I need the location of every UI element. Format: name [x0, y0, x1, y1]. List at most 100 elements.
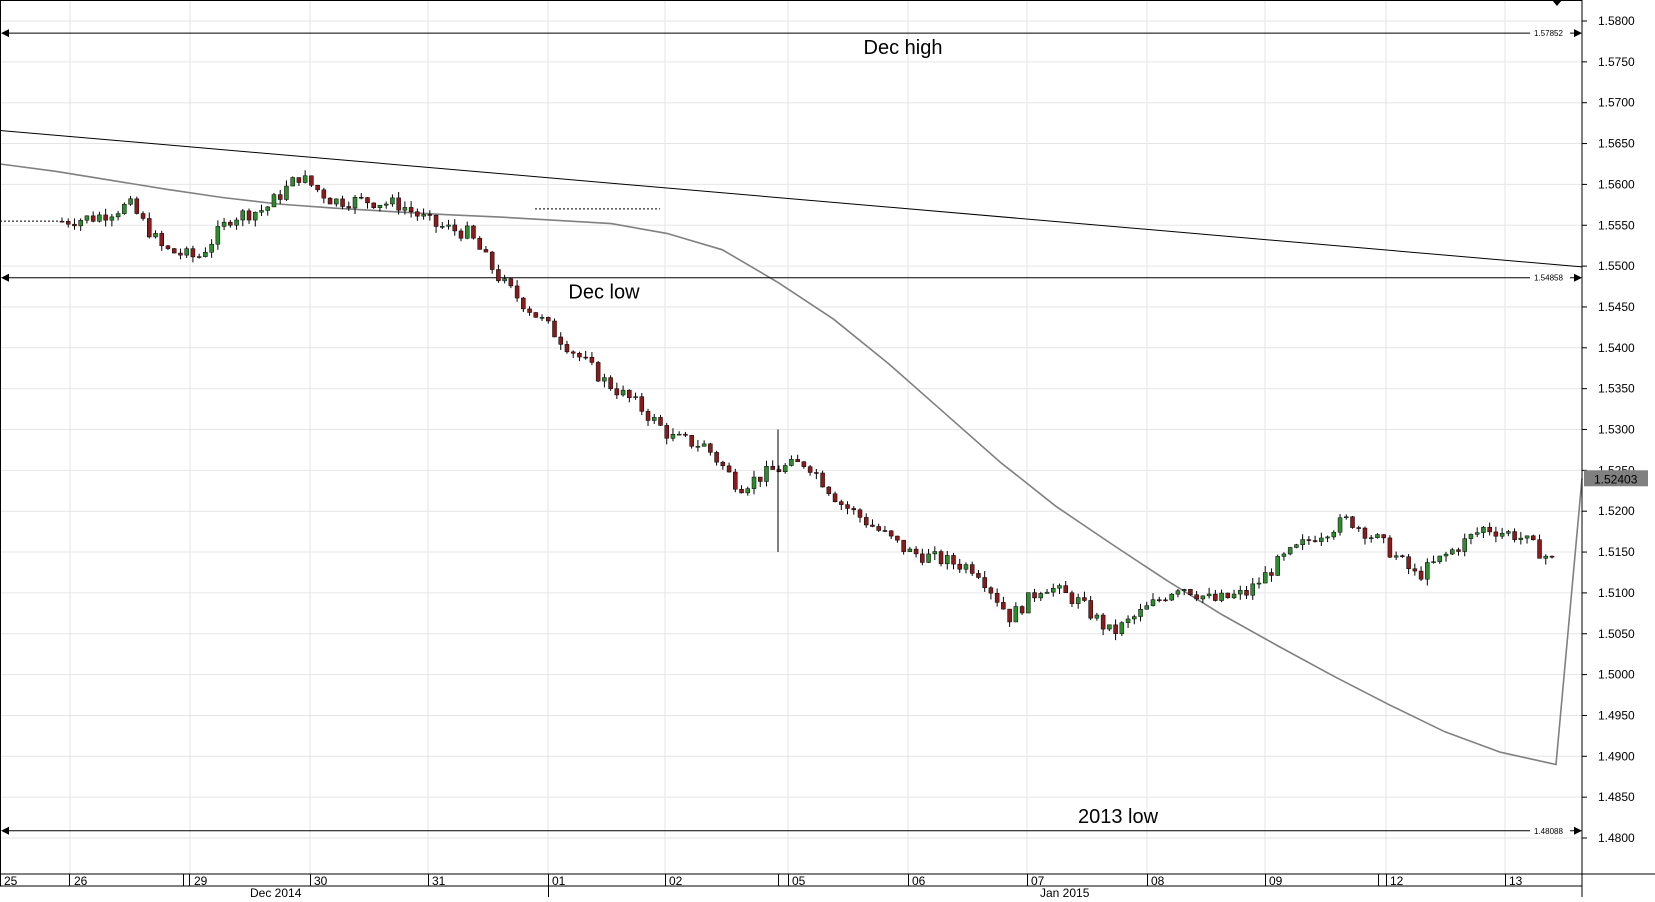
candle	[764, 460, 769, 487]
candle	[1487, 522, 1492, 536]
y-tick-label: 1.5800	[1598, 14, 1635, 28]
candle	[1344, 514, 1349, 520]
candle	[1144, 601, 1150, 610]
candle	[1206, 587, 1212, 599]
candle	[140, 211, 146, 221]
candle	[1325, 535, 1330, 543]
candle	[502, 274, 507, 284]
x-month-label: Dec 2014	[250, 886, 302, 897]
candle	[1499, 527, 1505, 539]
candle	[203, 247, 208, 258]
candle	[1057, 583, 1062, 595]
candle	[888, 530, 894, 540]
candle	[1387, 535, 1393, 558]
x-day-label: 09	[1269, 874, 1283, 888]
candle	[695, 439, 701, 452]
candle	[1294, 543, 1299, 549]
candle	[645, 408, 651, 426]
y-tick-label: 1.5450	[1598, 300, 1635, 314]
candle	[1506, 529, 1511, 537]
candle	[733, 468, 738, 493]
candle	[882, 525, 888, 533]
y-tick-label: 1.5550	[1598, 218, 1635, 232]
candle	[290, 176, 295, 187]
candle	[1175, 588, 1181, 598]
candle	[1337, 514, 1343, 536]
candle	[514, 280, 520, 302]
candle	[1474, 527, 1480, 538]
candle	[1001, 596, 1006, 610]
candle	[1493, 526, 1499, 543]
candle	[302, 170, 308, 184]
candle	[1518, 531, 1524, 545]
candle	[1543, 554, 1549, 565]
candle	[128, 195, 133, 206]
candle	[1456, 547, 1461, 556]
level-name-label: Dec high	[864, 37, 943, 59]
candle	[945, 550, 950, 570]
level-name-label: Dec low	[568, 282, 640, 304]
candle	[508, 277, 514, 289]
candle	[589, 352, 595, 366]
candle	[789, 455, 794, 467]
candle	[1400, 554, 1405, 558]
candle	[920, 548, 925, 566]
candle	[1032, 588, 1037, 602]
candle	[982, 571, 987, 592]
y-tick-label: 1.4900	[1598, 749, 1635, 763]
candle	[1431, 555, 1436, 564]
candle	[1312, 535, 1318, 543]
candle	[988, 586, 994, 600]
candle	[421, 208, 426, 220]
candle	[78, 218, 83, 231]
candle	[1169, 593, 1174, 602]
candle	[1381, 534, 1386, 544]
candle	[271, 192, 277, 208]
arrow-right-icon	[1574, 273, 1582, 282]
candle	[639, 393, 645, 416]
candle	[1437, 555, 1443, 564]
y-tick-label: 1.5200	[1598, 504, 1635, 518]
arrow-left-icon	[1, 826, 9, 835]
candle	[845, 501, 850, 515]
candle	[1163, 597, 1168, 602]
candle	[926, 548, 931, 564]
candle	[1331, 530, 1337, 540]
candle	[178, 248, 183, 260]
candle	[969, 561, 975, 576]
candle	[1225, 592, 1231, 599]
candle	[408, 201, 414, 218]
candle	[1094, 612, 1100, 621]
candle	[901, 539, 906, 555]
candle	[234, 217, 239, 230]
candle	[951, 552, 956, 570]
candle	[240, 209, 246, 227]
y-tick-label: 1.5050	[1598, 627, 1635, 641]
candle	[1013, 602, 1019, 623]
candle	[1069, 590, 1075, 607]
candle	[1244, 586, 1249, 599]
x-day-label: 26	[74, 874, 88, 888]
current-price-tag	[1584, 470, 1648, 487]
candle	[782, 463, 788, 474]
candle	[1462, 533, 1467, 557]
candle	[396, 191, 401, 215]
x-day-label: 25	[4, 874, 18, 888]
scroll-marker-icon	[1552, 0, 1562, 6]
candle	[527, 306, 532, 316]
candle	[1350, 515, 1355, 529]
candle	[1512, 528, 1517, 543]
candle	[751, 470, 757, 495]
candle	[228, 220, 233, 228]
y-tick-label: 1.4850	[1598, 790, 1635, 804]
candle	[464, 221, 470, 240]
candle	[851, 506, 857, 515]
candle	[689, 434, 694, 449]
candle	[1319, 532, 1324, 546]
x-day-label: 12	[1390, 874, 1404, 888]
candle	[776, 465, 782, 473]
candle	[1213, 589, 1218, 602]
y-tick-label: 1.4950	[1598, 708, 1635, 722]
candle	[676, 431, 682, 436]
